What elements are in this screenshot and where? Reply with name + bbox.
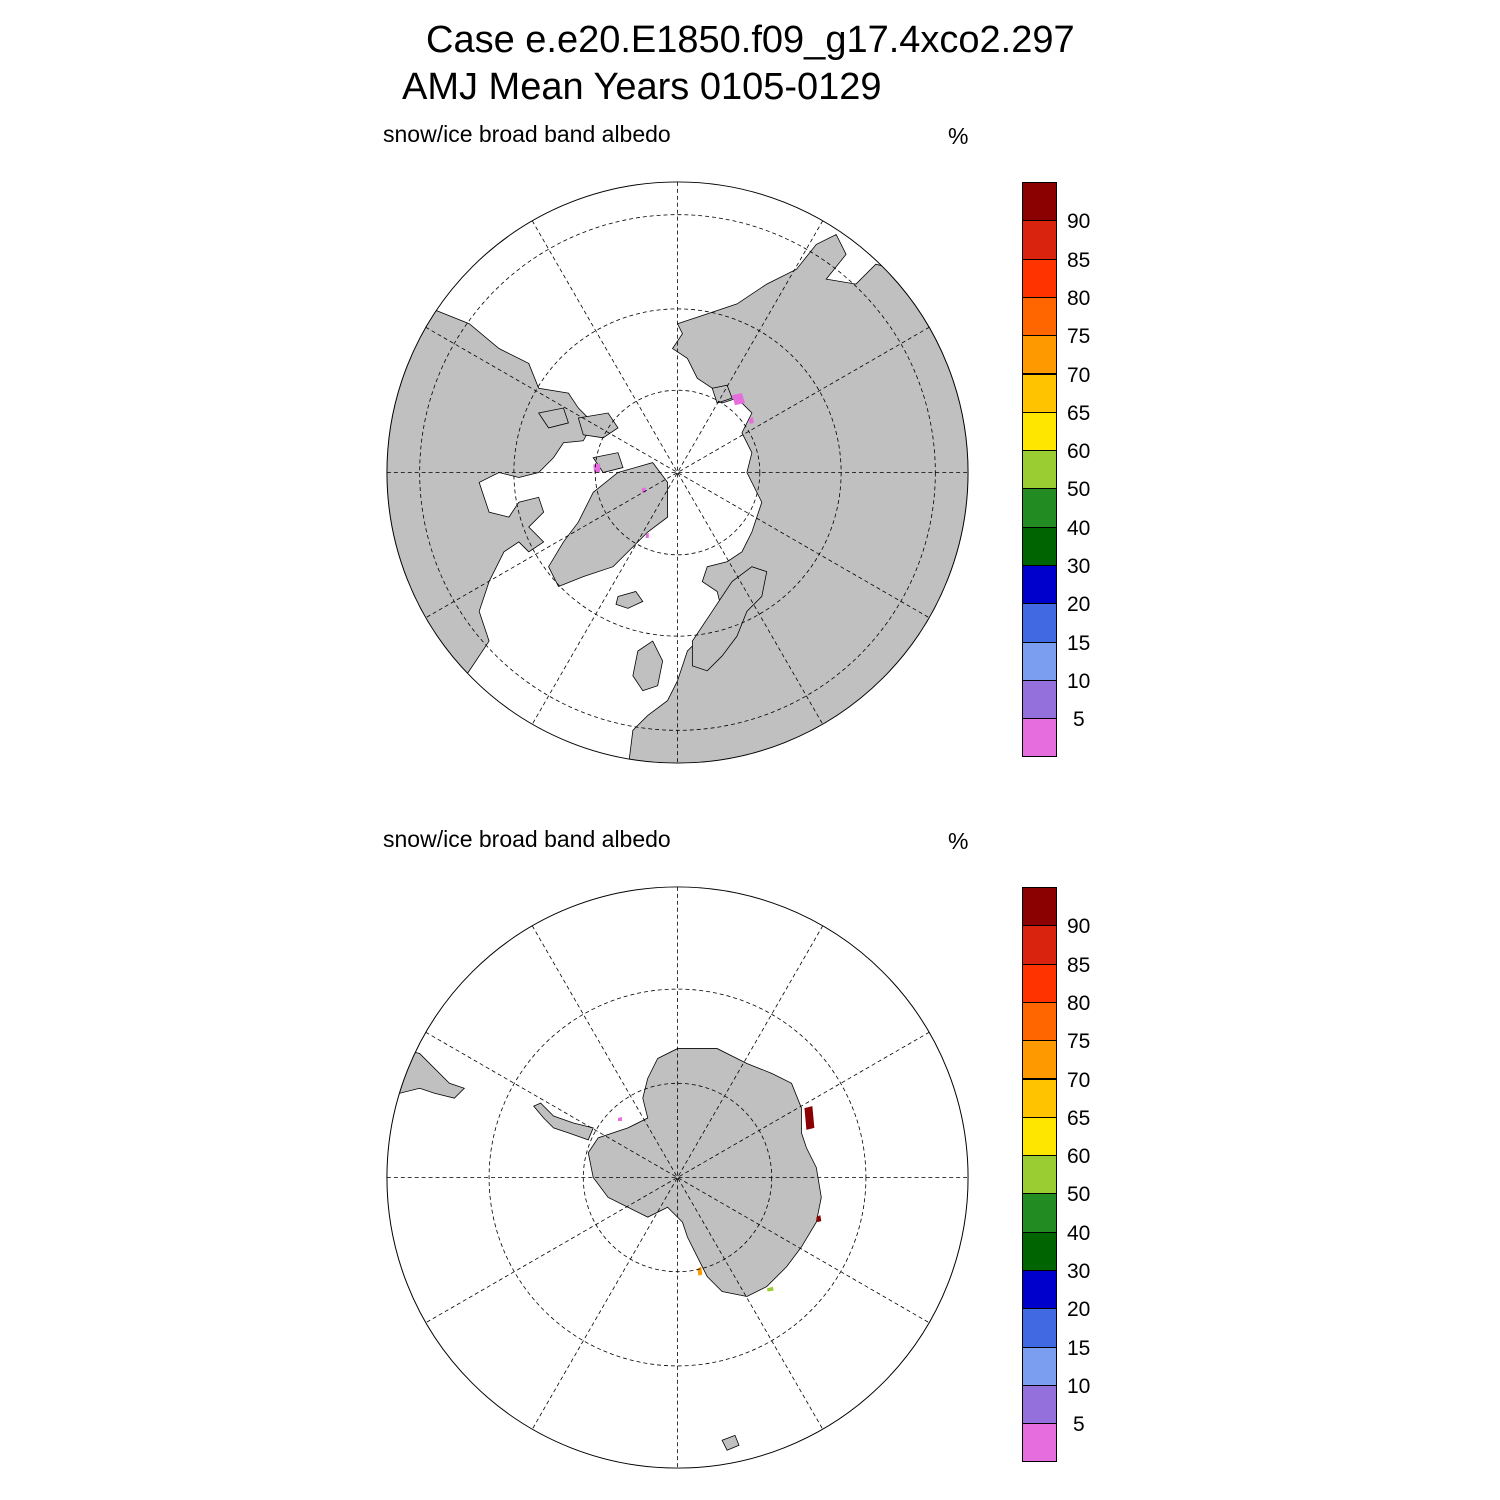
colorbar-north: 90 85 80 75 70 65 60 50 40 30 20 15 10 5 — [1022, 182, 1132, 762]
colorbar-swatch — [1022, 1231, 1057, 1271]
colorbar-swatch — [1022, 718, 1057, 758]
colorbar-tick-label: 65 — [1067, 401, 1091, 425]
colorbar-swatch — [1022, 603, 1057, 643]
colorbar-swatch — [1022, 963, 1057, 1003]
colorbar-swatch — [1022, 411, 1057, 452]
colorbar-tick-label: 90 — [1067, 210, 1091, 234]
albedo-patch-low — [618, 1117, 622, 1121]
graticule — [386, 886, 969, 1469]
map-border — [386, 886, 969, 1469]
albedo-patch-mid — [766, 1286, 774, 1292]
colorbar-swatch — [1022, 1193, 1057, 1233]
map-border — [386, 181, 969, 764]
colorbar-swatch — [1022, 488, 1057, 528]
variable-label: snow/ice broad band albedo — [383, 826, 671, 852]
colorbar-swatch — [1022, 1384, 1057, 1425]
colorbar-tick-label: 75 — [1067, 325, 1091, 349]
landmass-svalbard — [711, 384, 733, 404]
title-season-years: AMJ Mean Years 0105-0129 — [402, 66, 882, 108]
colorbar-south: 90 85 80 75 70 65 60 50 40 30 20 15 10 5 — [1022, 887, 1132, 1467]
colorbar-tick-label: 85 — [1067, 953, 1091, 977]
units-label: % — [948, 123, 969, 149]
colorbar-tick-label: 50 — [1067, 1183, 1091, 1207]
colorbar-tick-label: 30 — [1067, 555, 1091, 578]
colorbar-swatch — [1022, 220, 1057, 260]
colorbar-tick-label: 50 — [1067, 478, 1091, 502]
north-polar-map — [386, 181, 969, 764]
colorbar-tick-label: 85 — [1067, 248, 1091, 272]
landmass-antarctic-peninsula — [533, 1102, 594, 1141]
colorbar-tick-label: 10 — [1067, 669, 1091, 693]
landmass-greenland — [548, 462, 668, 588]
colorbar-tick-label: 40 — [1067, 516, 1091, 540]
colorbar-swatch — [1022, 335, 1057, 375]
colorbar-swatch — [1022, 1155, 1057, 1195]
colorbar-tick-label: 15 — [1067, 631, 1091, 655]
north-polar-panel: snow/ice broad band albedo % — [0, 0, 1500, 764]
variable-label: snow/ice broad band albedo — [383, 121, 671, 147]
colorbar-tick-label: 5 — [1073, 708, 1085, 732]
title-case: Case e.e20.E1850.f09_g17.4xco2.297 — [426, 19, 1075, 61]
colorbar-tick-label: 20 — [1067, 593, 1091, 617]
colorbar-tick-label: 40 — [1067, 1221, 1091, 1245]
colorbar-swatch — [1022, 182, 1057, 222]
colorbar-swatch — [1022, 1346, 1057, 1386]
albedo-patch — [593, 463, 601, 473]
colorbar-swatch — [1022, 258, 1057, 298]
colorbar-tick-label: 80 — [1067, 991, 1091, 1015]
units-label: % — [948, 828, 969, 854]
landmass-arctic-islands-2 — [538, 407, 569, 429]
graticule — [386, 181, 969, 764]
colorbar-swatch — [1022, 679, 1057, 720]
colorbar-tick-label: 90 — [1067, 915, 1091, 939]
colorbar-tick-label: 5 — [1073, 1413, 1085, 1437]
colorbar-swatch — [1022, 1078, 1057, 1118]
colorbar-swatch — [1022, 526, 1057, 566]
colorbar-tick-label: 70 — [1067, 363, 1091, 387]
colorbar-tick-label: 20 — [1067, 1298, 1091, 1322]
albedo-patch — [748, 416, 754, 424]
landmass-antarctica — [587, 1048, 822, 1297]
colorbar-tick-label: 80 — [1067, 286, 1091, 310]
colorbar-swatch — [1022, 1270, 1057, 1310]
colorbar-tick-label: 15 — [1067, 1336, 1091, 1360]
colorbar-swatch — [1022, 1308, 1057, 1348]
landmass-north-america — [386, 293, 594, 731]
colorbar-swatch — [1022, 1001, 1057, 1042]
colorbar-swatch — [1022, 925, 1057, 965]
landmass-iceland — [615, 591, 644, 609]
colorbar-swatch — [1022, 296, 1057, 337]
albedo-patch-high — [804, 1106, 815, 1130]
colorbar-tick-label: 60 — [1067, 1145, 1091, 1169]
colorbar-swatch — [1022, 373, 1057, 413]
south-polar-panel: snow/ice broad band albedo % — [0, 705, 1500, 1469]
colorbar-swatch — [1022, 641, 1057, 681]
albedo-patch — [732, 393, 745, 406]
colorbar-swatch — [1022, 565, 1057, 605]
albedo-patch — [645, 532, 649, 538]
colorbar-swatch — [1022, 887, 1057, 927]
landmass-scandinavia — [691, 566, 768, 672]
colorbar-swatch — [1022, 1423, 1057, 1463]
colorbar-swatch — [1022, 1040, 1057, 1080]
colorbar-swatch — [1022, 1116, 1057, 1157]
colorbar-tick-label: 60 — [1067, 440, 1091, 464]
albedo-patch-high — [816, 1215, 822, 1223]
colorbar-tick-label: 65 — [1067, 1106, 1091, 1130]
colorbar-tick-label: 70 — [1067, 1068, 1091, 1092]
landmass-sub-antarctic-island — [721, 1434, 740, 1451]
landmass-british-isles — [632, 640, 664, 692]
landmass-arctic-islands-1 — [577, 412, 619, 439]
colorbar-tick-label: 10 — [1067, 1374, 1091, 1398]
colorbar-swatch — [1022, 450, 1057, 490]
south-polar-map — [386, 886, 969, 1469]
colorbar-tick-label: 30 — [1067, 1260, 1091, 1283]
colorbar-tick-label: 75 — [1067, 1030, 1091, 1054]
